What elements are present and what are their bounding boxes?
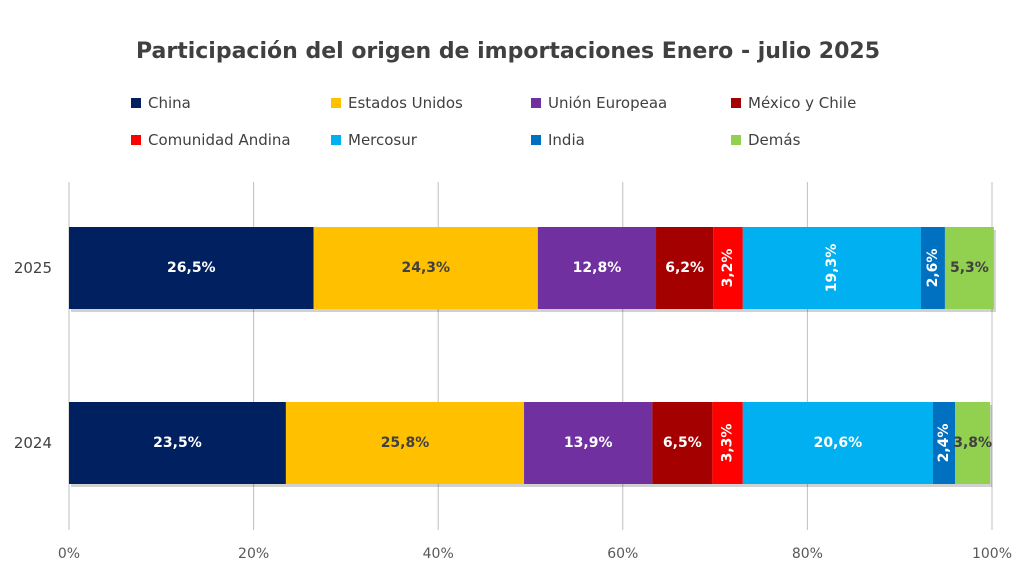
bar-segment [69, 227, 314, 309]
bar-segment [285, 402, 525, 484]
data-label: 6,2% [665, 260, 704, 276]
legend-swatch [531, 135, 541, 145]
bar-segment [932, 402, 956, 484]
legend-label: Demás [748, 131, 801, 149]
bars [69, 227, 996, 487]
x-tick-label: 20% [238, 546, 269, 562]
data-label: 3,2% [720, 249, 736, 288]
legend-item: Estados Unidos [331, 94, 463, 112]
data-label: 26,5% [167, 260, 216, 276]
legend-swatch [131, 135, 141, 145]
x-axis-ticks: 0% 20% 40% 60% 80% 100% [58, 546, 1012, 562]
x-tick-label: 100% [972, 546, 1012, 562]
bar-segment [944, 227, 994, 309]
x-tick-label: 60% [607, 546, 638, 562]
data-label: 6,5% [663, 435, 702, 451]
legend-item: Unión Europeaa [531, 94, 667, 112]
bar-segment [920, 227, 945, 309]
data-label: 5,3% [950, 260, 989, 276]
bar-segment [713, 227, 743, 309]
bar-segment [313, 227, 538, 309]
legend-swatch [531, 98, 541, 108]
legend-item: Comunidad Andina [131, 131, 291, 149]
data-label: 24,3% [401, 260, 450, 276]
bar-segment [742, 227, 921, 309]
bar-segment [742, 402, 933, 484]
data-label: 25,8% [381, 435, 430, 451]
data-label: 2,4% [936, 424, 952, 463]
data-labels: 26,5% 24,3% 12,8% 6,2% 3,2% 19,3% 2,6% 5,3% 23,5… [153, 244, 992, 463]
data-label: 23,5% [153, 435, 202, 451]
bar-segment [652, 402, 713, 484]
legend-item: China [131, 94, 191, 112]
y-category-label: 2025 [14, 259, 52, 277]
bar-segment [69, 402, 286, 484]
legend-label: Comunidad Andina [148, 131, 291, 149]
chart-title: Participación del origen de importacione… [136, 39, 880, 64]
data-label: 2,6% [925, 249, 941, 288]
legend-label: Estados Unidos [348, 94, 463, 112]
legend-label: China [148, 94, 191, 112]
legend-item: India [531, 131, 585, 149]
y-category-label: 2024 [14, 434, 52, 452]
bar-segment [712, 402, 743, 484]
legend-label: México y Chile [748, 94, 856, 112]
bar-segment [537, 227, 657, 309]
legend-label: Unión Europeaa [548, 94, 667, 112]
legend-swatch [731, 98, 741, 108]
legend-swatch [331, 98, 341, 108]
legend: China Estados Unidos Unión Europeaa México … [131, 94, 856, 149]
bar-segment [656, 227, 714, 309]
legend-swatch [131, 98, 141, 108]
bar-segment [955, 402, 991, 484]
data-label: 13,9% [564, 435, 613, 451]
legend-item: México y Chile [731, 94, 856, 112]
x-tick-label: 80% [792, 546, 823, 562]
legend-label: India [548, 131, 585, 149]
legend-label: Mercosur [348, 131, 418, 149]
data-label: 19,3% [824, 244, 840, 293]
data-label: 3,8% [953, 435, 992, 451]
data-label: 20,6% [814, 435, 863, 451]
y-axis-categories: 2025 2024 [14, 259, 52, 452]
x-tick-label: 0% [58, 546, 80, 562]
legend-swatch [731, 135, 741, 145]
legend-swatch [331, 135, 341, 145]
data-label: 12,8% [573, 260, 622, 276]
legend-item: Demás [731, 131, 801, 149]
data-label: 3,3% [720, 424, 736, 463]
bar-segment [524, 402, 653, 484]
x-tick-label: 40% [423, 546, 454, 562]
legend-item: Mercosur [331, 131, 418, 149]
